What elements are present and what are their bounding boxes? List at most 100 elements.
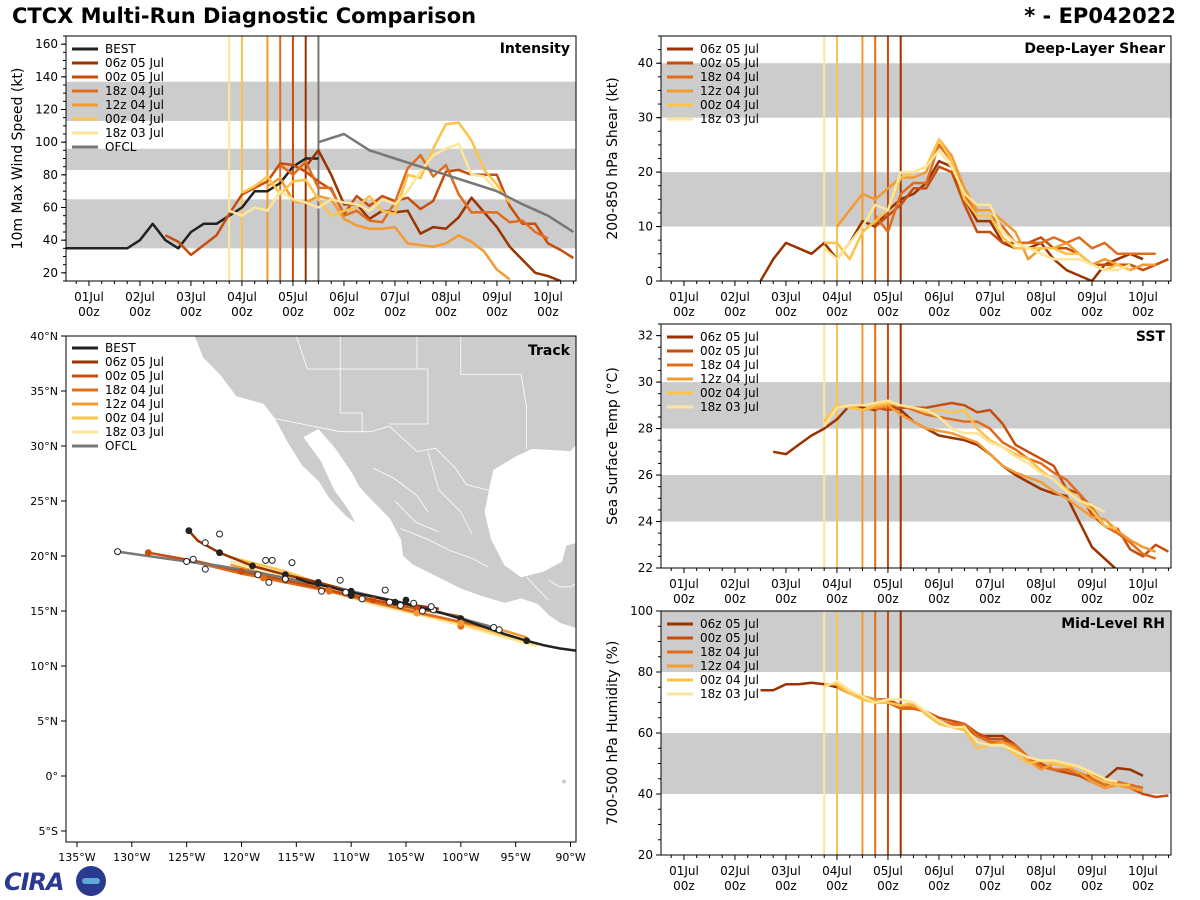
series-18z-03-jul bbox=[823, 149, 1131, 272]
series-group bbox=[66, 121, 575, 281]
x-tick-day: 02Jul bbox=[720, 577, 750, 591]
series-group bbox=[772, 399, 1169, 568]
forecast-point-open bbox=[201, 565, 209, 573]
legend-label-00z-05-jul: 00z 05 Jul bbox=[700, 56, 759, 70]
lat-tick-label: 40°N bbox=[30, 330, 58, 343]
lon-tick-label: 125°W bbox=[168, 851, 205, 864]
y-tick-label: 60 bbox=[43, 201, 58, 215]
legend-label-18z-04-jul: 18z 04 Jul bbox=[105, 383, 164, 397]
x-tick-day: 05Jul bbox=[278, 290, 308, 304]
lat-tick-label: 25°N bbox=[30, 495, 58, 508]
series-18z-03-jul bbox=[823, 399, 1106, 514]
forecast-point-open bbox=[418, 607, 426, 615]
state-border-8 bbox=[394, 500, 440, 533]
band-1 bbox=[66, 148, 576, 170]
x-tick-day: 02Jul bbox=[125, 290, 155, 304]
x-tick-day: 08Jul bbox=[431, 290, 461, 304]
track-point-12z-04-jul bbox=[413, 609, 421, 617]
x-tick-hour: 00z bbox=[384, 305, 406, 319]
legend-label-ofcl: OFCL bbox=[105, 439, 137, 453]
x-tick-day: 04Jul bbox=[227, 290, 257, 304]
x-tick-hour: 00z bbox=[333, 305, 355, 319]
track-point-06z-05-jul bbox=[185, 527, 193, 535]
x-tick-day: 07Jul bbox=[380, 290, 410, 304]
y-tick-label: 24 bbox=[638, 515, 653, 529]
series-group bbox=[760, 679, 1169, 799]
x-tick-hour: 00z bbox=[979, 305, 1001, 319]
y-tick-label: 22 bbox=[638, 561, 653, 575]
x-tick-day: 05Jul bbox=[873, 577, 903, 591]
x-tick-hour: 00z bbox=[928, 879, 950, 893]
land-mass bbox=[193, 336, 576, 630]
legend-label-12z-04-jul: 12z 04 Jul bbox=[105, 397, 164, 411]
y-tick-label: 40 bbox=[638, 787, 653, 801]
x-tick-day: 04Jul bbox=[822, 577, 852, 591]
storm-id: * - EP042022 bbox=[1024, 4, 1176, 28]
x-tick-day: 06Jul bbox=[329, 290, 359, 304]
x-tick-hour: 00z bbox=[877, 879, 899, 893]
x-tick-hour: 00z bbox=[877, 305, 899, 319]
x-tick-hour: 00z bbox=[486, 305, 508, 319]
state-border-0 bbox=[274, 418, 492, 492]
x-tick-day: 03Jul bbox=[771, 864, 801, 878]
legend-label-18z-03-jul: 18z 03 Jul bbox=[105, 425, 164, 439]
y-tick-label: 80 bbox=[638, 665, 653, 679]
legend-label-00z-04-jul: 00z 04 Jul bbox=[700, 673, 759, 687]
y-tick-label: 32 bbox=[638, 329, 653, 343]
forecast-point-open bbox=[336, 576, 344, 584]
panel-title: SST bbox=[1136, 329, 1166, 345]
band-1 bbox=[661, 63, 1171, 118]
legend-label-18z-04-jul: 18z 04 Jul bbox=[700, 70, 759, 84]
forecast-point-open bbox=[201, 539, 209, 547]
logo-text: CIRA bbox=[4, 868, 65, 896]
x-tick-hour: 00z bbox=[928, 305, 950, 319]
legend-label-18z-03-jul: 18z 03 Jul bbox=[700, 400, 759, 414]
series-18z-04-jul bbox=[279, 153, 549, 240]
x-tick-day: 08Jul bbox=[1026, 864, 1056, 878]
legend-label-12z-04-jul: 12z 04 Jul bbox=[700, 659, 759, 673]
forecast-point-open bbox=[495, 626, 503, 634]
figure-title: CTCX Multi-Run Diagnostic Comparison bbox=[12, 4, 477, 28]
plot-frame bbox=[660, 323, 1172, 569]
state-border-4 bbox=[460, 336, 527, 450]
state-border-7 bbox=[400, 528, 489, 568]
panel-title: Mid-Level RH bbox=[1061, 616, 1165, 632]
x-tick-day: 03Jul bbox=[771, 290, 801, 304]
legend-label-18z-04-jul: 18z 04 Jul bbox=[700, 645, 759, 659]
x-tick-hour: 00z bbox=[78, 305, 100, 319]
x-tick-hour: 00z bbox=[231, 305, 253, 319]
y-axis-label: 200-850 hPa Shear (kt) bbox=[605, 77, 621, 239]
track-point-12z-04-jul bbox=[457, 619, 465, 627]
x-tick-hour: 00z bbox=[775, 879, 797, 893]
legend-label-00z-05-jul: 00z 05 Jul bbox=[700, 344, 759, 358]
forecast-point-open bbox=[281, 575, 289, 583]
x-tick-hour: 00z bbox=[1081, 305, 1103, 319]
track-point-18z-04-jul bbox=[325, 587, 333, 595]
y-tick-label: 100 bbox=[630, 604, 653, 618]
legend-label-18z-03-jul: 18z 03 Jul bbox=[700, 687, 759, 701]
lat-tick-label: 10°N bbox=[30, 660, 58, 673]
lon-tick-label: 115°W bbox=[278, 851, 315, 864]
lat-tick-label: 15°N bbox=[30, 605, 58, 618]
x-tick-hour: 00z bbox=[435, 305, 457, 319]
track-point-best bbox=[523, 637, 531, 645]
state-border-2 bbox=[339, 336, 363, 432]
state-border-9 bbox=[548, 579, 576, 588]
x-tick-day: 01Jul bbox=[669, 290, 699, 304]
legend-label-12z-04-jul: 12z 04 Jul bbox=[700, 372, 759, 386]
x-tick-hour: 00z bbox=[673, 879, 695, 893]
forecast-point-open bbox=[342, 588, 350, 596]
legend-label-00z-04-jul: 00z 04 Jul bbox=[105, 112, 164, 126]
x-tick-hour: 00z bbox=[1081, 592, 1103, 606]
x-tick-hour: 00z bbox=[1132, 879, 1154, 893]
y-tick-label: 20 bbox=[638, 165, 653, 179]
x-tick-day: 05Jul bbox=[873, 864, 903, 878]
legend-label-00z-04-jul: 00z 04 Jul bbox=[700, 386, 759, 400]
x-tick-day: 09Jul bbox=[1077, 577, 1107, 591]
x-tick-day: 10Jul bbox=[1128, 577, 1158, 591]
x-tick-day: 03Jul bbox=[771, 577, 801, 591]
track-point-18z-04-jul bbox=[260, 574, 267, 582]
x-tick-day: 06Jul bbox=[924, 577, 954, 591]
